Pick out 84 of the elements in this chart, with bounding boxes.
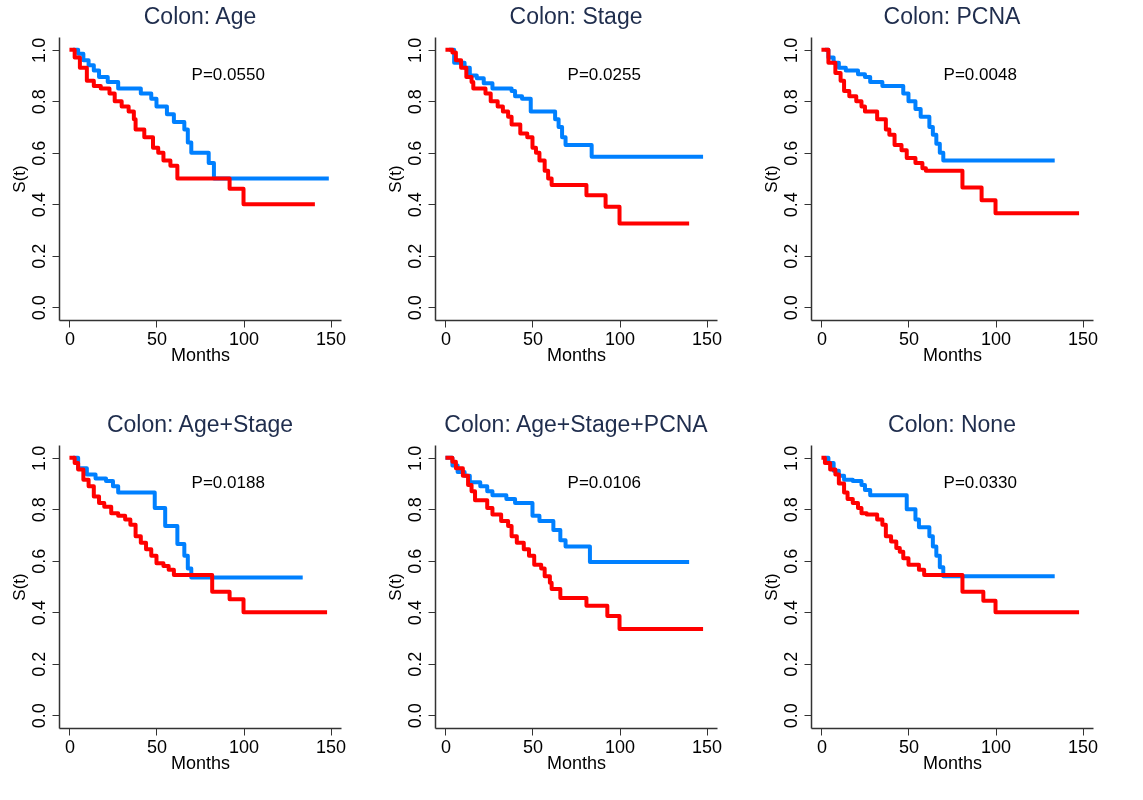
x-tick-label: 150 (1068, 328, 1099, 349)
x-tick-label: 150 (316, 736, 347, 757)
y-tick-label: 0.0 (404, 703, 425, 729)
y-tick-label: 0.2 (28, 243, 49, 269)
x-tick-label: 50 (522, 736, 543, 757)
x-tick-label: 50 (898, 736, 919, 757)
x-axis-title: Months (546, 344, 607, 365)
y-tick-label: 0.0 (28, 295, 49, 321)
x-axis-title: Months (922, 344, 983, 365)
y-tick-label: 0.6 (404, 140, 425, 166)
x-tick-label: 0 (816, 736, 827, 757)
chart-title: Colon: PCNA (883, 3, 1022, 29)
annotation: P=0.0550 (191, 65, 265, 84)
y-tick-label: 0.0 (780, 295, 801, 321)
y-tick-label: 0.8 (780, 89, 801, 115)
y-tick-label: 0.6 (404, 548, 425, 574)
x-axis-title: Months (922, 752, 983, 773)
x-axis-title: Months (546, 752, 607, 773)
x-tick-label: 50 (146, 328, 167, 349)
y-tick-label: 0.6 (780, 548, 801, 574)
x-tick-label: 150 (692, 736, 723, 757)
x-tick-label: 50 (898, 328, 919, 349)
x-tick-label: 0 (440, 736, 451, 757)
y-tick-label: 0.2 (28, 651, 49, 677)
x-tick-label: 0 (64, 328, 75, 349)
y-tick-label: 0.2 (780, 651, 801, 677)
y-tick-label: 0.8 (404, 89, 425, 115)
annotation: P=0.0106 (567, 473, 641, 492)
x-tick-label: 150 (1068, 736, 1099, 757)
x-tick-label: 0 (440, 328, 451, 349)
y-tick-label: 0.4 (28, 192, 49, 218)
chart-title: Colon: Stage (509, 3, 643, 29)
y-tick-label: 1.0 (28, 37, 49, 63)
y-tick-label: 0.8 (404, 497, 425, 523)
x-axis-title: Months (170, 344, 231, 365)
y-axis-title: S(t) (761, 165, 781, 193)
y-tick-label: 0.6 (780, 140, 801, 166)
y-axis-title: S(t) (385, 165, 405, 193)
y-tick-label: 0.0 (404, 295, 425, 321)
x-tick-label: 150 (692, 328, 723, 349)
chart-title: Colon: Age+Stage+PCNA (444, 411, 709, 437)
y-tick-label: 0.0 (28, 703, 49, 729)
x-tick-label: 50 (146, 736, 167, 757)
y-tick-label: 0.6 (28, 140, 49, 166)
y-tick-label: 0.4 (28, 600, 49, 626)
y-tick-label: 1.0 (404, 37, 425, 63)
y-axis-title: S(t) (9, 165, 29, 193)
y-tick-label: 0.4 (404, 192, 425, 218)
y-tick-label: 0.4 (780, 192, 801, 218)
annotation: P=0.0330 (943, 473, 1017, 492)
y-tick-label: 0.4 (780, 600, 801, 626)
x-tick-label: 100 (229, 736, 260, 757)
y-axis-title: S(t) (9, 573, 29, 601)
x-tick-label: 0 (64, 736, 75, 757)
y-tick-label: 1.0 (780, 445, 801, 471)
x-tick-label: 100 (605, 328, 636, 349)
x-tick-label: 0 (816, 328, 827, 349)
y-axis-title: S(t) (761, 573, 781, 601)
x-tick-label: 100 (981, 328, 1012, 349)
annotation: P=0.0188 (191, 473, 265, 492)
y-axis-title: S(t) (385, 573, 405, 601)
x-tick-label: 150 (316, 328, 347, 349)
x-tick-label: 100 (605, 736, 636, 757)
chart-title: Colon: Age+Stage (106, 411, 294, 437)
y-tick-label: 0.8 (28, 89, 49, 115)
x-tick-label: 100 (229, 328, 260, 349)
y-tick-label: 1.0 (780, 37, 801, 63)
chart-title: Colon: None (888, 411, 1016, 437)
annotation: P=0.0255 (567, 65, 641, 84)
y-tick-label: 0.0 (780, 703, 801, 729)
x-tick-label: 50 (522, 328, 543, 349)
x-axis-title: Months (170, 752, 231, 773)
y-tick-label: 1.0 (28, 445, 49, 471)
y-tick-label: 0.2 (404, 243, 425, 269)
y-tick-label: 0.4 (404, 600, 425, 626)
y-tick-label: 0.6 (28, 548, 49, 574)
annotation: P=0.0048 (943, 65, 1017, 84)
y-tick-label: 1.0 (404, 445, 425, 471)
chart-title: Colon: Age (143, 3, 257, 29)
y-tick-label: 0.8 (780, 497, 801, 523)
x-tick-label: 100 (981, 736, 1012, 757)
y-tick-label: 0.2 (780, 243, 801, 269)
y-tick-label: 0.8 (28, 497, 49, 523)
y-tick-label: 0.2 (404, 651, 425, 677)
